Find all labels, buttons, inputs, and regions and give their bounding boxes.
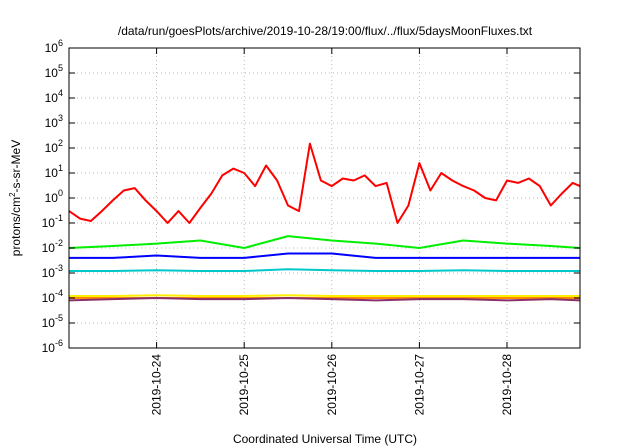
y-tick-label-exp: 0 xyxy=(58,188,63,198)
y-tick-label: 103 xyxy=(45,113,63,130)
y-tick-label: 104 xyxy=(45,88,63,105)
y-tick-label: 10-6 xyxy=(42,338,63,355)
series-line xyxy=(68,142,581,224)
y-tick-label-exp: 6 xyxy=(58,38,63,48)
series-line xyxy=(69,252,580,259)
y-tick-label-exp: 2 xyxy=(58,138,63,148)
series-line xyxy=(69,294,580,297)
y-tick-label: 106 xyxy=(45,38,63,55)
grid xyxy=(69,48,580,348)
y-tick-label: 105 xyxy=(45,63,63,80)
y-tick-label: 10-5 xyxy=(42,313,63,330)
y-tick-label: 10-1 xyxy=(42,213,63,230)
y-tick-label-exp: -2 xyxy=(55,238,63,248)
y-tick-label-base: 10 xyxy=(45,41,59,55)
x-tick-label: 2019-10-25 xyxy=(237,354,251,416)
plot-frame xyxy=(68,47,581,349)
y-tick-label: 100 xyxy=(45,188,63,205)
y-tick-label-base: 10 xyxy=(42,266,56,280)
y-tick-label-exp: -3 xyxy=(55,263,63,273)
y-axis-label-sup: 2 xyxy=(8,192,17,197)
y-tick-label-base: 10 xyxy=(45,91,59,105)
x-tick-label: 2019-10-28 xyxy=(500,354,514,416)
y-tick-label-exp: -4 xyxy=(55,288,63,298)
y-tick-label-base: 10 xyxy=(42,241,56,255)
y-tick-label-base: 10 xyxy=(45,166,59,180)
series-line xyxy=(68,297,581,302)
series-line xyxy=(68,235,581,249)
y-axis: 10-610-510-410-310-210-11001011021031041… xyxy=(42,38,580,355)
x-tick-label: 2019-10-27 xyxy=(412,354,426,416)
y-tick-label-base: 10 xyxy=(45,191,59,205)
chart-title: /data/run/goesPlots/archive/2019-10-28/1… xyxy=(118,24,533,38)
x-axis-label: Coordinated Universal Time (UTC) xyxy=(233,432,417,446)
y-tick-label: 101 xyxy=(45,163,63,180)
y-tick-label-base: 10 xyxy=(45,116,59,130)
y-tick-label-base: 10 xyxy=(42,216,56,230)
y-tick-label: 10-4 xyxy=(42,288,63,305)
y-axis-label: protons/cm2-s-sr-MeV xyxy=(8,140,23,256)
y-tick-label-exp: -5 xyxy=(55,313,63,323)
y-tick-label-base: 10 xyxy=(45,66,59,80)
y-axis-label-rest: -s-sr-MeV xyxy=(9,140,23,193)
y-tick-label: 10-3 xyxy=(42,263,63,280)
y-tick-label-base: 10 xyxy=(42,341,56,355)
y-axis-label-base: protons/cm xyxy=(9,197,23,256)
x-tick-label: 2019-10-26 xyxy=(325,354,339,416)
y-tick-label: 102 xyxy=(45,138,63,155)
series-layer xyxy=(68,142,581,302)
y-tick-label-base: 10 xyxy=(42,316,56,330)
y-tick-label-base: 10 xyxy=(45,141,59,155)
y-tick-label-base: 10 xyxy=(42,291,56,305)
y-tick-label: 10-2 xyxy=(42,238,63,255)
y-tick-label-exp: -1 xyxy=(55,213,63,223)
series-line xyxy=(69,268,580,272)
y-tick-label-exp: 1 xyxy=(58,163,63,173)
y-tick-label-exp: 5 xyxy=(58,63,63,73)
y-tick-label-exp: -6 xyxy=(55,338,63,348)
y-tick-label-exp: 4 xyxy=(58,88,63,98)
x-tick-label: 2019-10-24 xyxy=(150,354,164,416)
y-tick-label-exp: 3 xyxy=(58,113,63,123)
x-axis: 2019-10-24 2019-10-25 2019-10-26 2019-10-27… xyxy=(150,48,514,415)
